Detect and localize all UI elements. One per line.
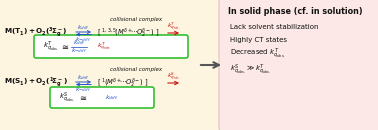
Text: $k_{diff}$: $k_{diff}$ bbox=[73, 39, 85, 47]
Text: $\mathbf{M(S_1) + O_2(^1\!\Sigma_g^-)}$: $\mathbf{M(S_1) + O_2(^1\!\Sigma_g^-)}$ bbox=[4, 76, 68, 90]
Text: $\cong$: $\cong$ bbox=[78, 93, 88, 102]
FancyBboxPatch shape bbox=[0, 0, 224, 130]
Text: $[\ ^{1,3,5}\!(M^{\delta +}\!\!\cdots\! O_2^{\delta -})\ ]$: $[\ ^{1,3,5}\!(M^{\delta +}\!\!\cdots\! … bbox=[97, 26, 160, 40]
Text: $k^T_{q_{obs.}}$: $k^T_{q_{obs.}}$ bbox=[43, 39, 59, 54]
Text: collisional complex: collisional complex bbox=[110, 67, 162, 72]
Text: $\cong$: $\cong$ bbox=[60, 42, 70, 51]
FancyBboxPatch shape bbox=[34, 35, 188, 58]
Text: $k_{diff}$: $k_{diff}$ bbox=[77, 73, 90, 82]
Text: $k^S_{q_{intr.}}$: $k^S_{q_{intr.}}$ bbox=[167, 71, 180, 83]
Text: $k_{-diff}$: $k_{-diff}$ bbox=[75, 85, 91, 94]
Text: Highly CT states: Highly CT states bbox=[230, 37, 287, 43]
Text: $k^S_{q_{obs.}} \gg k^T_{q_{obs.}}$: $k^S_{q_{obs.}} \gg k^T_{q_{obs.}}$ bbox=[230, 63, 271, 77]
Text: $k_{-diff}$: $k_{-diff}$ bbox=[75, 35, 91, 44]
Text: Decreased $k^T_{q_{obs.}}$: Decreased $k^T_{q_{obs.}}$ bbox=[230, 47, 285, 61]
Text: $k^S_{q_{obs.}}$: $k^S_{q_{obs.}}$ bbox=[59, 90, 75, 105]
Text: $k_{-diff}$: $k_{-diff}$ bbox=[71, 46, 87, 55]
Text: $k^T_{q_{intr.}}$: $k^T_{q_{intr.}}$ bbox=[167, 21, 180, 33]
FancyBboxPatch shape bbox=[219, 0, 378, 130]
Text: Lack solvent stabilization: Lack solvent stabilization bbox=[230, 24, 319, 30]
Text: $k^T_{q_{intr.}}$: $k^T_{q_{intr.}}$ bbox=[97, 40, 112, 53]
Text: $k_{diff}$: $k_{diff}$ bbox=[77, 23, 90, 32]
Text: $[\ ^{1}\!(M^{\delta +}\!\!\cdots\! O_2^{\delta -})\ ]$: $[\ ^{1}\!(M^{\delta +}\!\!\cdots\! O_2^… bbox=[97, 76, 149, 90]
Text: collisional complex: collisional complex bbox=[110, 17, 162, 21]
Text: In solid phase (cf. in solution): In solid phase (cf. in solution) bbox=[228, 8, 363, 17]
Text: $k_{diff.}$: $k_{diff.}$ bbox=[105, 93, 119, 102]
FancyBboxPatch shape bbox=[50, 87, 154, 108]
Text: $\mathbf{M(T_1) + O_2(^3\!\Sigma_g^-)}$: $\mathbf{M(T_1) + O_2(^3\!\Sigma_g^-)}$ bbox=[4, 26, 68, 40]
